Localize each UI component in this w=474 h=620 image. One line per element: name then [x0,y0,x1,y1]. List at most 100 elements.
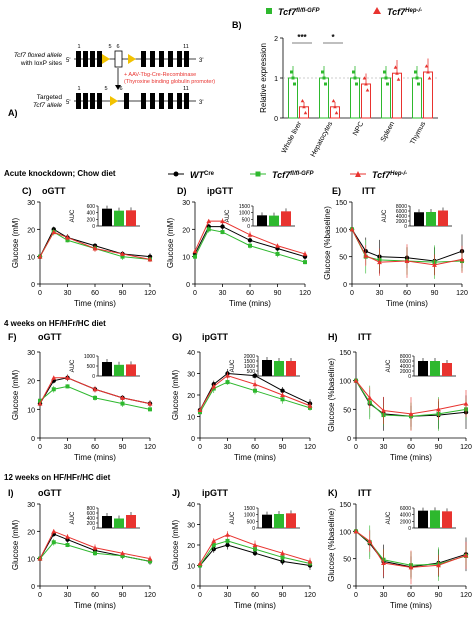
x-tick-label: 60 [91,290,99,297]
exon-block [83,93,88,109]
x-tick-label: 0 [198,444,202,451]
exons-bottom [76,93,189,109]
chart-title: oGTT [38,488,62,498]
x-tick-label: 0 [354,592,358,599]
x-tick-label: 0 [38,290,42,297]
y-tick-label: 20 [27,227,35,234]
exon-block [124,93,129,109]
series-line [194,226,306,258]
b-point [300,99,305,103]
data-point [280,397,285,402]
y-tick-label: 30 [27,200,35,207]
b-point [365,88,370,92]
b-point [417,82,420,86]
x-axis-label: Time (mins) [390,453,432,462]
y-tick-label: 150 [335,200,347,207]
b-point [352,70,355,74]
auc-y-tick-label: 0 [247,224,250,230]
auc-label: AUC [225,209,231,222]
b-point [424,64,429,68]
data-point [120,395,125,400]
chart-title: ipGTT [202,488,228,498]
auc-y-tick-label: 0 [408,374,411,380]
targeted-allele-label-1: Targeted [37,94,63,101]
data-point [65,235,70,240]
auc-y-tick-label: 2000 [400,369,411,375]
data-point [280,550,285,556]
auc-bar [126,364,136,376]
data-point [120,401,125,406]
chart-i-ogtt: I) oGTT 0 10 20 30 0 30 60 90 120 Time (mins) Glucos… [8,488,156,610]
panel-b-label: B) [232,20,242,30]
y-tick-label: 0 [343,282,347,289]
data-point [253,388,257,393]
data-point [459,257,465,262]
b-y-axis-label: Relative expression [259,43,268,113]
auc-bar [274,514,284,528]
data-point [197,407,203,413]
auc-bar [274,361,284,376]
data-point [247,232,253,237]
data-point [147,401,153,406]
auc-y-tick-label: 600 [87,511,96,517]
exon-block [159,51,164,67]
x-tick-label: 120 [460,592,472,599]
data-point [252,542,258,547]
b-point [393,65,398,69]
series-line [39,530,151,560]
legend-b-green-marker [266,8,272,14]
data-point [51,387,56,392]
b-category-label: Hepatocytes [310,120,335,158]
data-point [225,538,230,543]
exon-block [141,93,146,109]
b-point [291,76,295,80]
exon-label-11-top: 11 [183,44,189,50]
b-point [395,71,399,75]
data-point [51,375,57,380]
data-point [353,528,359,534]
exon-block [90,51,95,67]
b-category-label: NPC [352,121,365,137]
panel-label: E) [332,186,341,196]
data-point [363,253,369,258]
x-tick-label: 0 [198,592,202,599]
data-point [349,226,355,232]
data-point [247,238,253,243]
data-point [252,373,258,378]
b-y-tick-label: 0 [274,116,278,123]
auc-y-tick-label: 200 [87,521,96,527]
b-point [353,76,357,80]
data-point [436,406,441,412]
exon-block [83,51,88,67]
x-axis-label: Time (mins) [390,601,432,610]
auc-y-tick-label: 0 [92,526,95,532]
data-point [37,401,43,406]
y-tick-label: 30 [27,502,35,509]
data-point [65,543,70,547]
auc-y-tick-label: 8000 [400,354,411,360]
y-tick-label: 30 [187,372,195,379]
loxp-site-2 [128,54,136,64]
auc-y-tick-label: 500 [87,364,96,370]
auc-label: AUC [382,209,388,222]
b-bar [392,72,402,119]
exon-block [184,93,189,109]
panel-a-label: A) [8,108,18,118]
auc-y-tick-label: 4000 [400,364,411,370]
auc-label: AUC [70,359,76,372]
exon-block [150,93,155,109]
data-point [220,224,225,229]
x-axis-label: Time (mins) [229,299,271,308]
b-point [321,70,324,74]
exons-top [76,51,189,67]
x-tick-label: 30 [64,592,72,599]
auc-bar [281,211,291,226]
data-point [51,229,57,235]
b-point [396,77,401,81]
y-tick-label: 10 [27,255,35,262]
y-tick-label: 0 [347,584,351,591]
auc-bar [262,514,272,528]
x-tick-label: 90 [274,290,282,297]
panel-label: K) [328,488,338,498]
b-point [331,99,336,103]
